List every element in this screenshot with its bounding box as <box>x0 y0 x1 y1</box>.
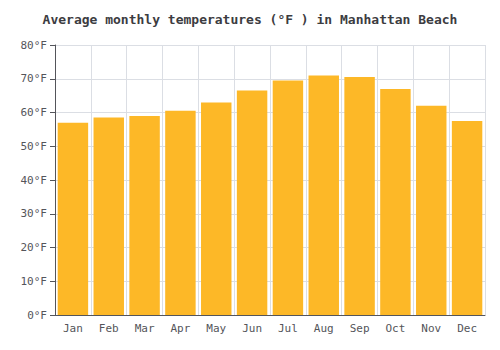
svg-text:30°F: 30°F <box>21 207 48 220</box>
svg-text:Feb: Feb <box>99 322 119 335</box>
svg-text:Sep: Sep <box>350 322 370 335</box>
svg-text:Nov: Nov <box>421 322 441 335</box>
svg-text:70°F: 70°F <box>21 72 48 85</box>
svg-text:10°F: 10°F <box>21 275 48 288</box>
svg-text:Apr: Apr <box>170 322 190 335</box>
svg-text:May: May <box>206 322 226 335</box>
svg-text:80°F: 80°F <box>21 39 48 52</box>
svg-text:40°F: 40°F <box>21 174 48 187</box>
svg-text:Aug: Aug <box>314 322 334 335</box>
svg-text:Jun: Jun <box>242 322 262 335</box>
svg-text:Average monthly temperatures (: Average monthly temperatures (°F ) in Ma… <box>43 12 458 27</box>
svg-text:60°F: 60°F <box>21 106 48 119</box>
svg-text:20°F: 20°F <box>21 241 48 254</box>
svg-text:Mar: Mar <box>135 322 155 335</box>
svg-text:Jul: Jul <box>278 322 298 335</box>
svg-text:0°F: 0°F <box>27 309 47 322</box>
svg-text:Dec: Dec <box>457 322 477 335</box>
svg-text:Jan: Jan <box>63 322 83 335</box>
svg-text:Oct: Oct <box>385 322 405 335</box>
svg-text:50°F: 50°F <box>21 140 48 153</box>
